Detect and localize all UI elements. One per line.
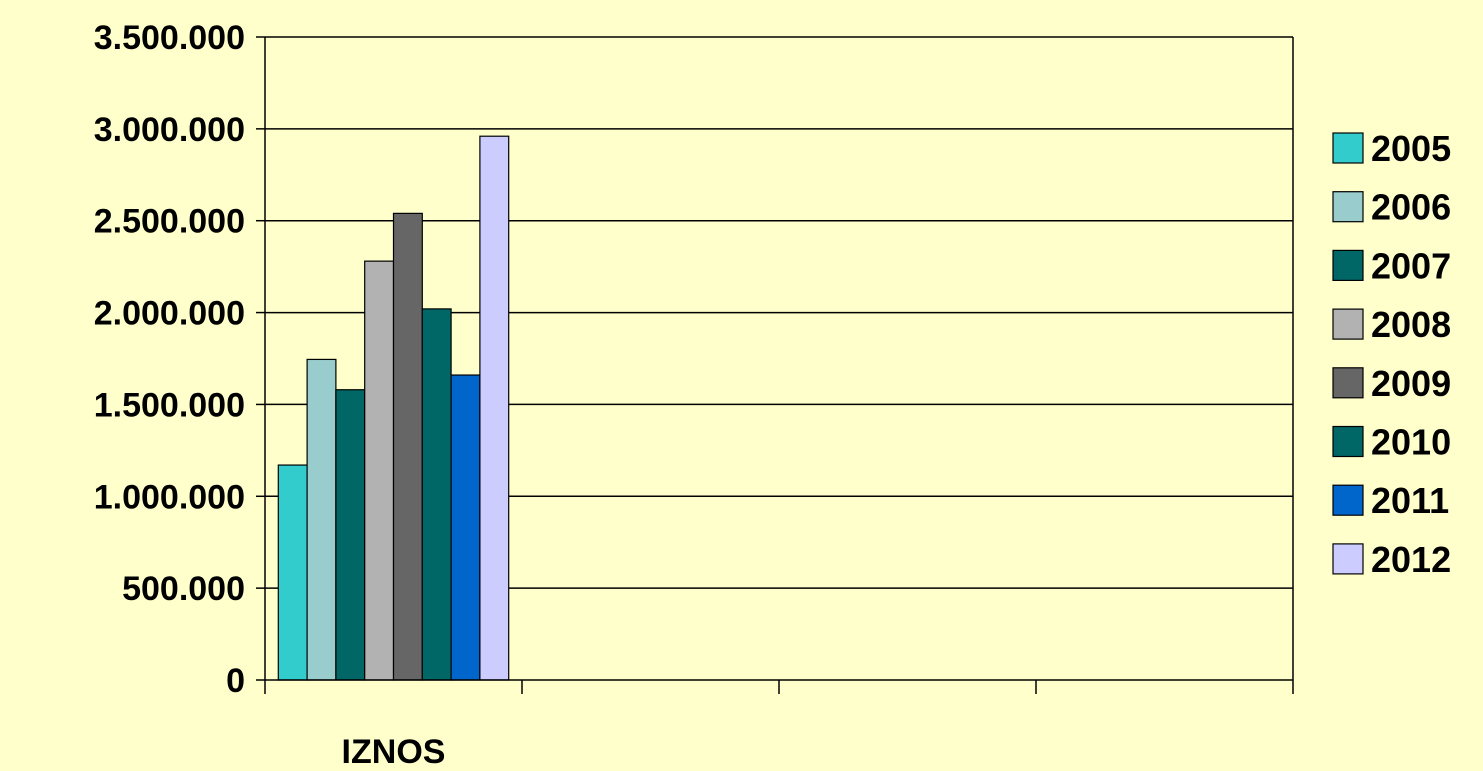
legend-label: 2009: [1371, 363, 1451, 404]
legend-label: 2008: [1371, 304, 1451, 345]
bar-2012: [479, 135, 510, 681]
legend-swatch-2007: [1332, 249, 1364, 281]
legend-swatch-2006: [1332, 191, 1364, 223]
bar-2009: [392, 212, 423, 681]
legend-label: 2011: [1371, 480, 1449, 521]
y-tick-label: 2.500.000: [94, 203, 245, 241]
legend-label: 2007: [1371, 245, 1451, 286]
axes: [256, 36, 1294, 694]
legend-swatch-2005: [1332, 132, 1364, 164]
y-tick-label: 3.500.000: [94, 19, 245, 57]
bar-2006: [306, 358, 337, 681]
y-tick-label: 1.000.000: [94, 478, 245, 516]
bar-2010: [421, 308, 452, 681]
bar-2005: [277, 464, 308, 681]
legend: 2005 2006 2007 2008 2009 2010 2011 2012: [1332, 128, 1451, 580]
x-tick-label: IZNOS: [342, 733, 446, 771]
bar-2007: [335, 389, 366, 681]
legend-swatch-2011: [1332, 484, 1364, 516]
legend-label: 2010: [1371, 422, 1451, 463]
y-tick-label: 1.500.000: [94, 386, 245, 424]
bar-2011: [450, 374, 481, 681]
legend-label: 2012: [1371, 539, 1451, 580]
bar-2008: [364, 260, 395, 681]
y-tick-labels: 0 500.000 1.000.000 1.500.000 2.000.000 2.500…: [94, 19, 245, 700]
legend-label: 2006: [1371, 187, 1451, 228]
y-tick-label: 3.000.000: [94, 111, 245, 149]
legend-swatch-2008: [1332, 308, 1364, 340]
x-tick-labels: IZNOS: [342, 733, 446, 771]
y-tick-label: 500.000: [122, 570, 245, 608]
legend-swatch-2012: [1332, 543, 1364, 575]
y-tick-label: 2.000.000: [94, 295, 245, 333]
legend-swatch-2010: [1332, 425, 1364, 458]
y-tick-label: 0: [226, 662, 245, 700]
legend-swatch-2009: [1332, 367, 1364, 399]
legend-label: 2005: [1371, 128, 1451, 169]
